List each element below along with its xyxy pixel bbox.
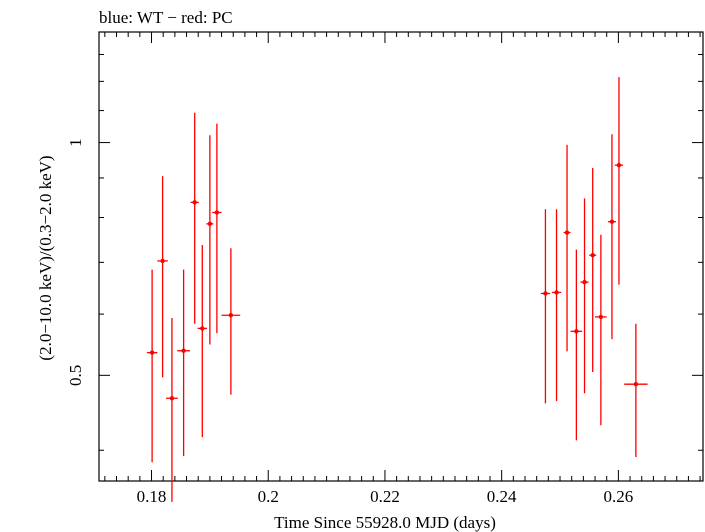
- point-marker: [582, 279, 587, 285]
- data-point: [607, 134, 617, 340]
- data-point: [157, 176, 168, 378]
- x-tick-label: 0.24: [487, 487, 517, 506]
- point-marker: [574, 329, 579, 334]
- point-marker: [169, 396, 175, 401]
- data-point: [595, 234, 607, 426]
- data-point: [570, 249, 583, 441]
- x-tick-label: 0.18: [137, 487, 167, 506]
- point-marker: [609, 219, 615, 224]
- data-points: [146, 77, 648, 502]
- data-point: [624, 323, 648, 458]
- point-marker: [590, 253, 595, 258]
- point-marker: [564, 230, 570, 235]
- data-point: [146, 269, 158, 463]
- point-marker: [160, 258, 165, 264]
- data-point: [177, 269, 191, 457]
- point-marker: [228, 313, 234, 318]
- x-axis-label: Time Since 55928.0 MJD (days): [274, 513, 496, 532]
- data-point: [166, 318, 178, 502]
- point-marker: [200, 326, 205, 331]
- data-point: [614, 77, 624, 285]
- x-tick-label: 0.2: [258, 487, 279, 506]
- data-point: [580, 198, 589, 394]
- data-point: [540, 209, 551, 404]
- plot-frame: [98, 31, 704, 482]
- point-marker: [633, 381, 639, 387]
- data-point: [197, 245, 207, 438]
- point-marker: [214, 210, 220, 215]
- point-marker: [207, 221, 213, 227]
- y-axis: 0.51: [66, 53, 703, 451]
- x-tick-label: 0.26: [604, 487, 634, 506]
- data-point: [212, 123, 222, 334]
- x-axis: 0.18 0.2 0.22 0.24 0.26: [104, 32, 701, 506]
- point-marker: [149, 350, 155, 355]
- point-marker: [192, 200, 197, 205]
- point-marker: [181, 348, 186, 353]
- point-marker: [554, 290, 559, 295]
- point-marker: [543, 291, 548, 296]
- y-tick-label: 0.5: [66, 365, 85, 386]
- data-point: [551, 209, 562, 402]
- data-point: [563, 144, 571, 352]
- point-marker: [598, 314, 604, 320]
- y-tick-label: 1: [66, 138, 85, 147]
- point-marker: [616, 162, 622, 168]
- data-point: [221, 248, 241, 395]
- x-tick-label: 0.22: [370, 487, 400, 506]
- y-axis-label: (2.0−10.0 keV)/(0.3−2.0 keV): [36, 155, 55, 360]
- chart-title: blue: WT − red: PC: [99, 8, 233, 27]
- data-point: [206, 135, 214, 345]
- data-point: [190, 112, 199, 324]
- data-point: [589, 168, 597, 372]
